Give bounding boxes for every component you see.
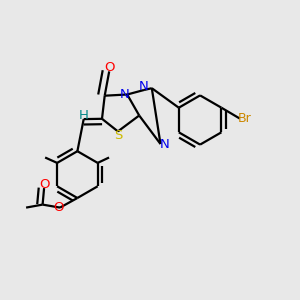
Text: O: O xyxy=(54,201,64,214)
Text: O: O xyxy=(39,178,50,191)
Text: O: O xyxy=(104,61,115,74)
Text: N: N xyxy=(139,80,149,93)
Text: N: N xyxy=(160,137,169,151)
Text: H: H xyxy=(79,109,88,122)
Text: S: S xyxy=(114,129,122,142)
Text: Br: Br xyxy=(238,112,252,125)
Text: N: N xyxy=(119,88,129,101)
